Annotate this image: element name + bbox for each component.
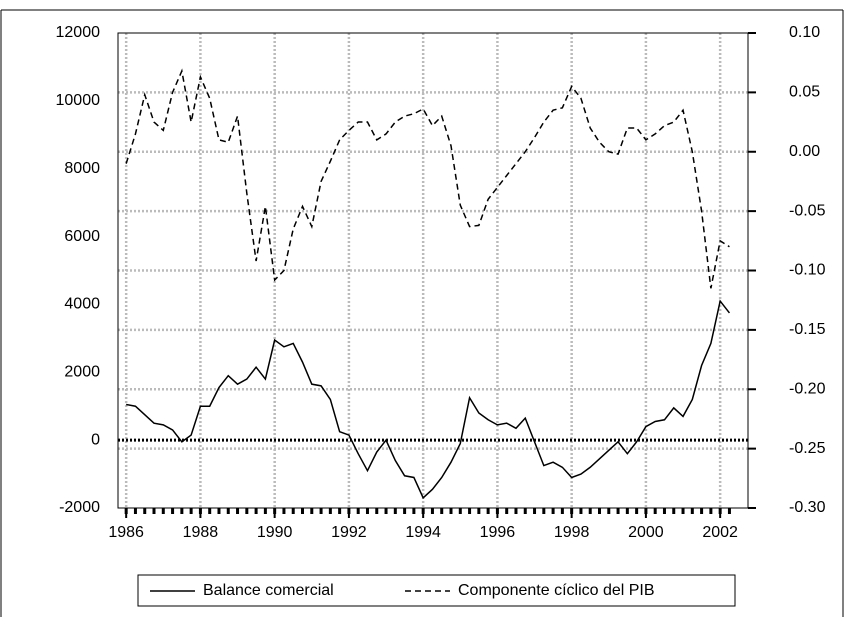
legend-label: Componente cíclico del PIB [458, 582, 655, 599]
x-tick-label: 2000 [628, 524, 664, 541]
y2-tick-label: 0.05 [789, 84, 820, 101]
y-tick-label: 8000 [64, 160, 100, 177]
y-tick-label: 2000 [64, 364, 100, 381]
y-tick-label: 0 [91, 431, 100, 448]
x-tick-label: 1994 [405, 524, 441, 541]
y2-tick-label: 0.10 [789, 24, 820, 41]
legend-label: Balance comercial [203, 582, 334, 599]
y-tick-label: -2000 [59, 499, 100, 516]
series-line [126, 299, 731, 500]
x-tick-label: 1996 [480, 524, 516, 541]
x-tick-label: 1992 [331, 524, 367, 541]
y2-tick-label: -0.20 [789, 380, 826, 397]
y-tick-label: 10000 [56, 92, 101, 109]
x-tick-label: 1990 [257, 524, 293, 541]
y-tick-label: 4000 [64, 296, 100, 313]
x-tick-label: 1986 [108, 524, 144, 541]
plot-frame [117, 32, 749, 509]
x-tick-label: 1988 [183, 524, 219, 541]
y2-tick-label: -0.15 [789, 321, 826, 338]
series-line [125, 68, 730, 289]
x-tick-label: 2002 [702, 524, 738, 541]
y2-tick-label: -0.30 [789, 499, 826, 516]
y2-tick-label: -0.10 [789, 262, 826, 279]
y-tick-label: 12000 [56, 24, 101, 41]
y2-tick-label: -0.25 [789, 440, 826, 457]
y-tick-label: 6000 [64, 228, 100, 245]
y2-tick-label: 0.00 [789, 143, 820, 160]
x-tick-label: 1998 [554, 524, 590, 541]
y2-tick-label: -0.05 [789, 202, 826, 219]
